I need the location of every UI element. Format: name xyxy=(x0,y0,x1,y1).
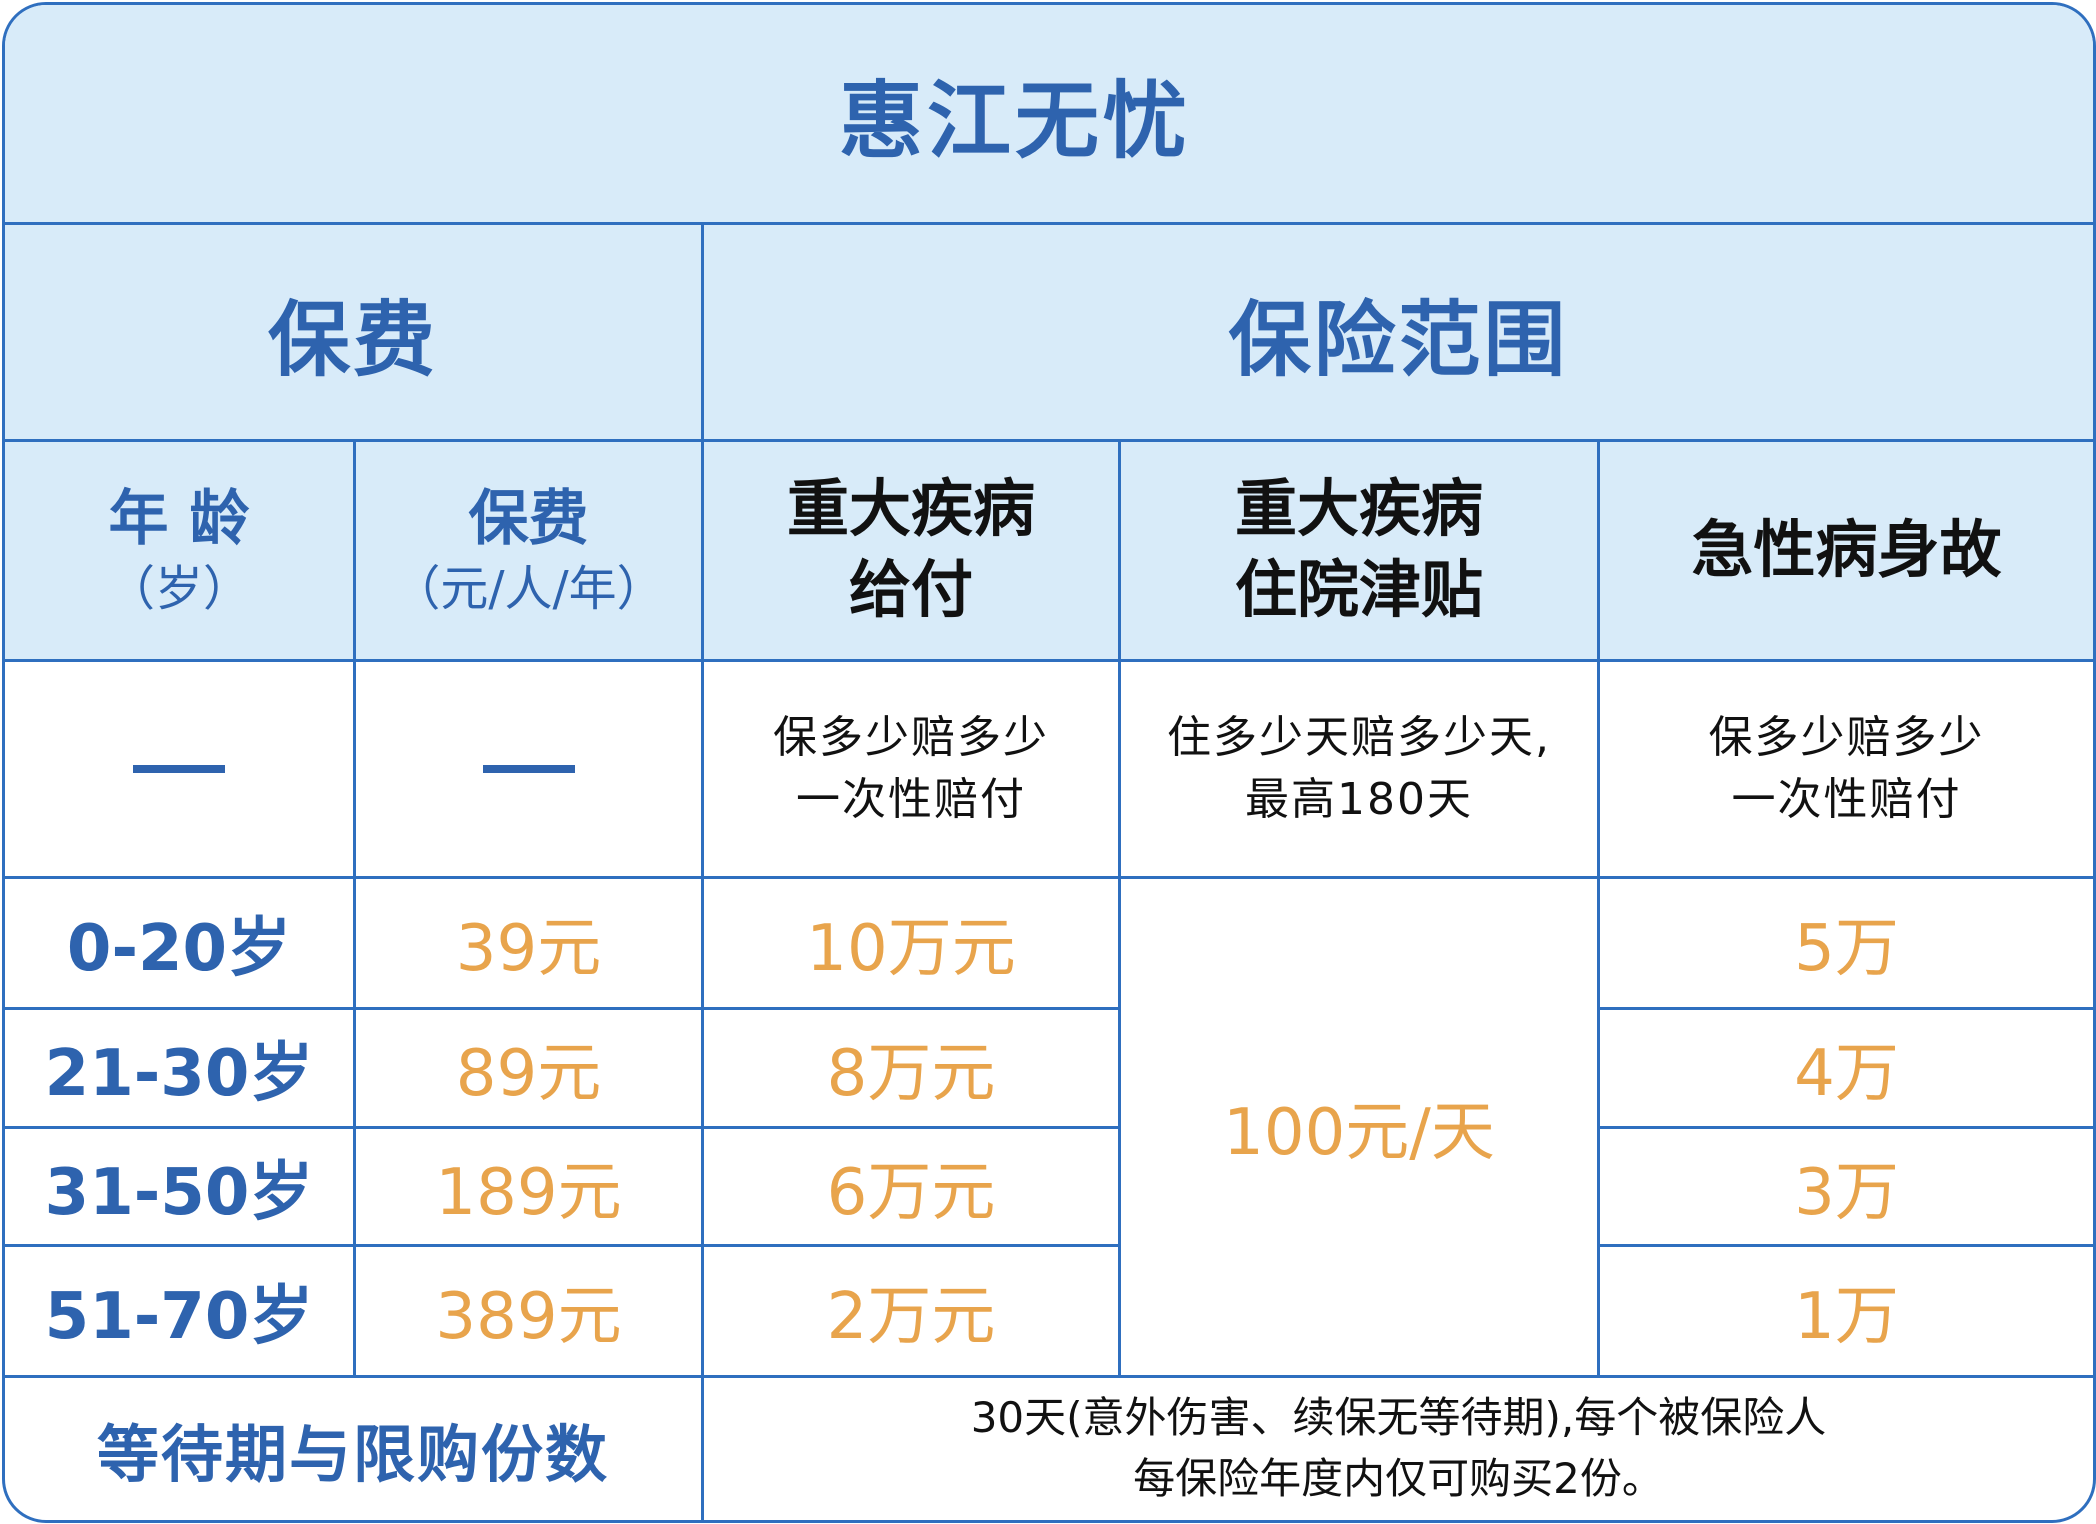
table-row-critical: 10万元 xyxy=(806,912,1016,986)
column-header-age: 年 龄 （岁） xyxy=(5,441,353,659)
divider xyxy=(5,1007,1121,1010)
allowance-value: 100元/天 xyxy=(1223,1096,1495,1170)
table-row-age: 21-30岁 xyxy=(44,1037,314,1111)
table-row-age: 51-70岁 xyxy=(44,1280,314,1354)
divider xyxy=(1597,1244,2093,1247)
description-critical-allowance: 住多少天赔多少天, 最高180天 xyxy=(1121,662,1597,876)
divider xyxy=(1597,1007,2093,1010)
divider xyxy=(5,222,2093,225)
column-header-acute-death-label: 急性病身故 xyxy=(1691,512,2002,586)
footer-label: 等待期与限购份数 xyxy=(96,1418,609,1491)
title-row xyxy=(5,5,2093,224)
divider xyxy=(5,439,2093,442)
column-header-critical-allowance-line2: 住院津贴 xyxy=(1234,553,1483,626)
column-header-age-label: 年 龄 xyxy=(108,483,250,554)
table-row-critical: 2万元 xyxy=(826,1280,996,1354)
column-header-premium-unit: （元/人/年） xyxy=(392,560,665,617)
divider xyxy=(1118,441,1121,1378)
description-acute-death-line1: 保多少赔多少 xyxy=(1708,712,1985,764)
column-header-critical-payout-line2: 给付 xyxy=(848,553,973,626)
description-acute-death-line2: 一次性赔付 xyxy=(1731,774,1962,825)
description-critical-payout-line1: 保多少赔多少 xyxy=(773,712,1049,764)
footer-text-line2: 每保险年度内仅可购买2份。 xyxy=(1133,1454,1664,1503)
description-critical-payout: 保多少赔多少 一次性赔付 xyxy=(704,662,1118,876)
column-header-critical-allowance: 重大疾病 住院津贴 xyxy=(1121,441,1597,659)
divider xyxy=(5,1244,1121,1247)
page-title: 惠江无忧 xyxy=(838,72,1191,170)
table-row-premium: 189元 xyxy=(435,1155,622,1230)
table-row-acute: 4万 xyxy=(1794,1037,1899,1111)
divider xyxy=(1597,1126,2093,1129)
column-header-acute-death: 急性病身故 xyxy=(1600,441,2093,659)
column-header-premium: 保费 （元/人/年） xyxy=(356,441,701,659)
column-header-premium-label: 保费 xyxy=(468,483,589,554)
divider xyxy=(1597,441,1600,1378)
divider xyxy=(5,1126,1121,1129)
description-critical-allowance-line1: 住多少天赔多少天, xyxy=(1167,712,1551,764)
table-row-critical: 6万元 xyxy=(826,1155,996,1230)
divider xyxy=(353,441,356,1378)
footer-text-line1: 30天(意外伤害、续保无等待期),每个被保险人 xyxy=(970,1393,1827,1443)
footer-text: 30天(意外伤害、续保无等待期),每个被保险人 每保险年度内仅可购买2份。 xyxy=(704,1378,2093,1520)
table-row-acute: 1万 xyxy=(1794,1280,1899,1354)
description-critical-allowance-line2: 最高180天 xyxy=(1245,774,1473,825)
column-header-critical-payout-line1: 重大疾病 xyxy=(786,472,1035,546)
table-row-premium: 389元 xyxy=(435,1280,622,1354)
section-row xyxy=(5,224,2093,441)
divider xyxy=(5,659,2093,662)
column-header-critical-allowance-line1: 重大疾病 xyxy=(1234,472,1483,546)
table-row-critical: 8万元 xyxy=(826,1037,996,1111)
dash-mark xyxy=(133,765,225,773)
table-row-premium: 89元 xyxy=(455,1037,602,1111)
table-row-premium: 39元 xyxy=(455,912,602,986)
description-age-placeholder xyxy=(5,662,353,876)
divider xyxy=(5,1375,2093,1378)
description-critical-payout-line2: 一次性赔付 xyxy=(796,774,1026,825)
description-premium-placeholder xyxy=(356,662,701,876)
divider xyxy=(5,876,2093,879)
table-row-acute: 3万 xyxy=(1794,1155,1899,1230)
table-row-acute: 5万 xyxy=(1794,912,1899,986)
divider xyxy=(701,224,704,1520)
section-coverage: 保险范围 xyxy=(1228,293,1569,388)
section-premium: 保费 xyxy=(267,293,438,388)
table-row-age: 31-50岁 xyxy=(44,1155,314,1230)
table-row-age: 0-20岁 xyxy=(66,912,292,986)
dash-mark xyxy=(482,765,575,773)
description-acute-death: 保多少赔多少 一次性赔付 xyxy=(1600,662,2093,876)
column-header-age-unit: （岁） xyxy=(106,560,251,617)
column-header-critical-payout: 重大疾病 给付 xyxy=(704,441,1118,659)
